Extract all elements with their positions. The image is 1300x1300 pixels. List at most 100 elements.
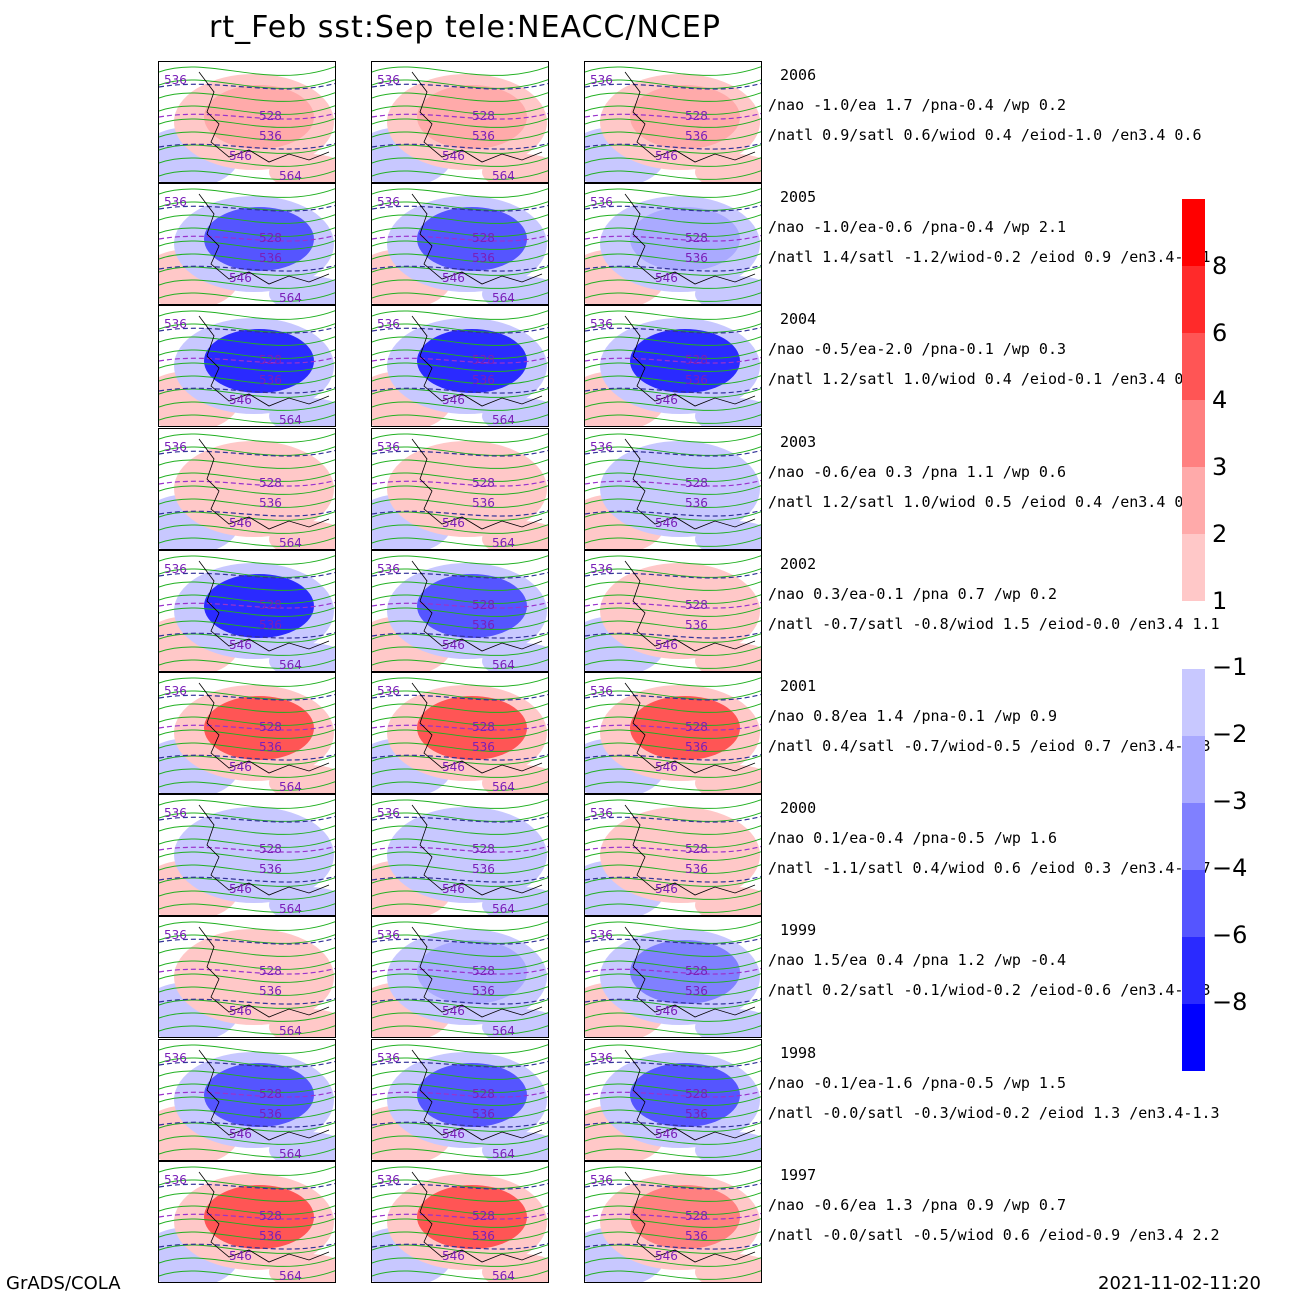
geopotential-contour [372,716,548,726]
colorbar-swatch [1182,937,1205,1004]
chart-title: rt_Feb sst:Sep tele:NEACC/NCEP [209,10,721,45]
anomaly-shade [695,154,761,182]
map-panel-2001-3: 536 528 536 546 [584,672,762,794]
contour-label: 536 [472,740,495,754]
climatology-contour [372,235,548,242]
geopotential-contour [159,292,335,303]
contour-label: 536 [259,129,282,143]
anomaly-shade [269,1253,335,1282]
index-line: /nao 0.1/ea-0.4 /pna-0.5 /wp 1.6 [768,829,1057,848]
contour-label: 536 [377,1051,400,1065]
contour-label: 528 [259,231,282,245]
geopotential-contour [159,677,335,687]
year-label: 1999 [780,921,817,940]
contour-label: 546 [442,516,465,530]
contour-label: 546 [655,882,678,896]
geopotential-contour [372,1095,548,1106]
geopotential-contour [585,458,761,469]
geopotential-contour [585,768,761,778]
contour-label: 528 [685,598,708,612]
contour-label: 564 [492,1147,515,1161]
climatology-contour [585,816,761,823]
anomaly-shade [482,1131,548,1160]
climatology-contour [372,693,548,701]
coastline [198,804,330,896]
climatology-contour [585,876,761,883]
colorbar-tick-label: −1 [1212,653,1248,681]
contour-label: 546 [655,1004,678,1018]
contour-label: 536 [164,440,187,454]
geopotential-contour [585,279,761,290]
geopotential-contour [159,79,335,89]
geopotential-contour [585,1243,761,1254]
geopotential-contour [585,144,761,154]
contour-label: 546 [229,1004,252,1018]
geopotential-contour [372,497,548,508]
map-panel-2004-3: 536 528 536 546 [584,305,762,428]
map-panel-2005-1: 536 528 536 546 564 [158,183,336,306]
anomaly-shade [482,887,548,916]
contour-label: 564 [279,413,302,427]
geopotential-contour [372,1269,548,1280]
contour-label: 536 [259,862,282,876]
climatology-contour [159,357,335,365]
contour-label: 528 [259,598,282,612]
geopotential-contour [372,1230,548,1241]
contour-label: 546 [655,1249,678,1263]
climatology-contour [372,1182,548,1190]
geopotential-contour [159,742,335,752]
contour-label: 536 [164,1051,187,1065]
contour-label: 536 [590,195,613,209]
anomaly-shade [695,1009,761,1038]
geopotential-contour [372,658,548,669]
geopotential-contour [372,1108,548,1119]
index-line: /natl -1.1/satl 0.4/wiod 0.6 /eiod 0.3 /… [768,859,1211,878]
coastline [624,1171,756,1263]
geopotential-contour [585,567,761,578]
geopotential-contour [585,92,761,102]
map-panel-1998-3: 536 528 536 546 [584,1038,762,1161]
geopotential-contour [159,484,335,495]
geopotential-contour [159,279,335,290]
contour-label: 564 [279,536,302,550]
climatology-contour [372,1120,548,1128]
colorbar-tick-label: −6 [1212,921,1248,949]
climatology-contour [585,968,761,976]
geopotential-contour [372,1204,548,1215]
geopotential-contour [585,677,761,687]
geopotential-contour [585,755,761,765]
climatology-contour [159,1060,335,1068]
contour-label: 546 [442,149,465,163]
index-line: /natl 0.4/satl -0.7/wiod-0.5 /eiod 0.7 /… [768,737,1211,755]
geopotential-contour [372,986,548,997]
contour-label: 564 [279,169,302,183]
contour-label: 546 [655,638,678,652]
geopotential-contour [159,401,335,412]
geopotential-contour [372,201,548,212]
climatology-contour [585,1120,761,1128]
geopotential-contour [159,716,335,726]
map-panel-2006-3: 536 528 536 546 [584,61,762,183]
map-panel-1999-3: 536 528 536 546 [584,916,762,1039]
coastline [198,193,330,285]
contour-label: 528 [685,109,708,123]
contour-label: 546 [655,1127,678,1141]
geopotential-contour [159,825,335,836]
climatology-contour [159,846,335,853]
climatology-contour [159,753,335,761]
anomaly-shade [269,642,335,671]
geopotential-contour [159,240,335,251]
climatology-contour [372,1090,548,1098]
climatology-contour [159,265,335,272]
anomaly-shade [482,520,548,549]
geopotential-contour [159,471,335,482]
geopotential-contour [372,1243,548,1254]
geopotential-contour [159,118,335,128]
contour-label: 536 [590,806,613,820]
geopotential-contour [585,703,761,713]
anomaly-shade [269,1009,335,1038]
geopotential-contour [372,768,548,778]
year-label: 2002 [780,554,817,573]
geopotential-contour [372,742,548,752]
geopotential-contour [159,536,335,547]
